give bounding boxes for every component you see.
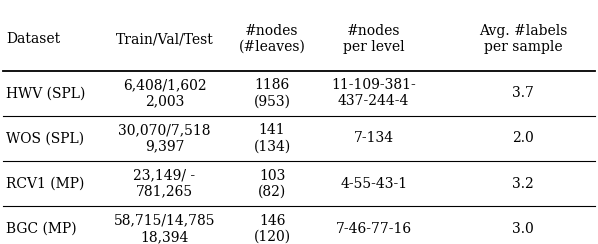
Text: 30,070/7,518
9,397: 30,070/7,518 9,397 (118, 123, 210, 153)
Text: 4-55-43-1: 4-55-43-1 (340, 177, 407, 191)
Text: 3.7: 3.7 (512, 86, 534, 100)
Text: 7-134: 7-134 (353, 132, 394, 145)
Text: BGC (MP): BGC (MP) (6, 222, 77, 236)
Text: 7-46-77-16: 7-46-77-16 (335, 222, 412, 236)
Text: Avg. #labels
per sample: Avg. #labels per sample (479, 24, 568, 54)
Text: 141
(134): 141 (134) (254, 123, 291, 153)
Text: Train/Val/Test: Train/Val/Test (115, 32, 213, 46)
Text: HWV (SPL): HWV (SPL) (6, 86, 86, 100)
Text: 11-109-381-
437-244-4: 11-109-381- 437-244-4 (331, 78, 416, 108)
Text: #nodes
(#leaves): #nodes (#leaves) (239, 24, 306, 54)
Text: Dataset: Dataset (6, 32, 60, 46)
Text: 3.0: 3.0 (512, 222, 534, 236)
Text: 2.0: 2.0 (512, 132, 534, 145)
Text: WOS (SPL): WOS (SPL) (6, 132, 84, 145)
Text: 3.2: 3.2 (512, 177, 534, 191)
Text: 58,715/14,785
18,394: 58,715/14,785 18,394 (114, 214, 215, 244)
Text: 6,408/1,602
2,003: 6,408/1,602 2,003 (123, 78, 206, 108)
Text: 1186
(953): 1186 (953) (254, 78, 291, 108)
Text: #nodes
per level: #nodes per level (343, 24, 405, 54)
Text: RCV1 (MP): RCV1 (MP) (6, 177, 84, 191)
Text: 23,149/ -
781,265: 23,149/ - 781,265 (133, 169, 196, 199)
Text: 103
(82): 103 (82) (258, 169, 286, 199)
Text: 146
(120): 146 (120) (254, 214, 291, 244)
